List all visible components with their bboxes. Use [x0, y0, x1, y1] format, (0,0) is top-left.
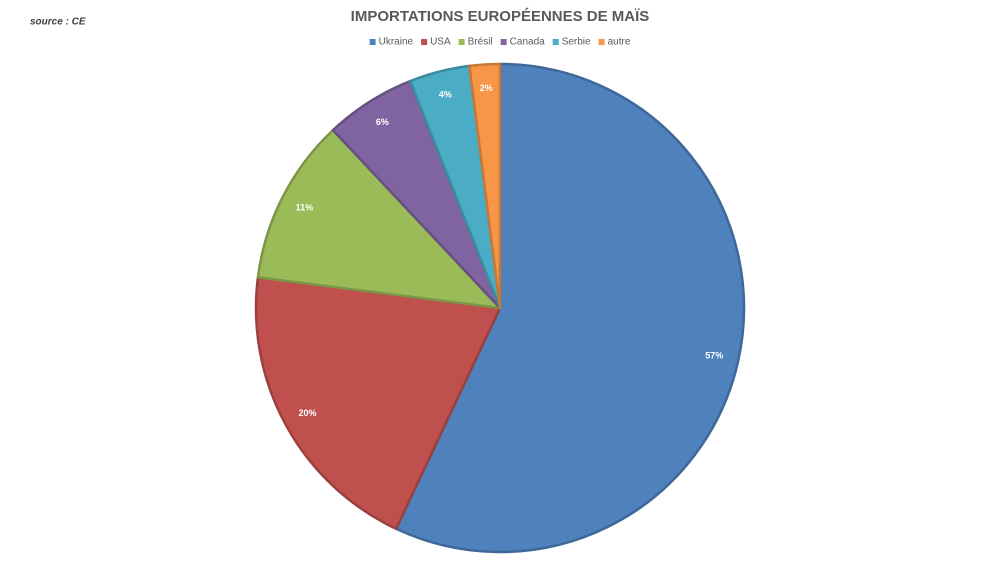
- legend-swatch: [598, 39, 605, 45]
- pie-slice: [394, 62, 746, 554]
- chart-title: IMPORTATIONS EUROPÉENNES DE MAÏS: [351, 8, 650, 25]
- legend-label: Serbie: [562, 37, 591, 48]
- data-label: 6%: [376, 117, 389, 127]
- source-note: source : CE: [30, 17, 86, 28]
- legend-label: Canada: [510, 37, 545, 48]
- legend-swatch: [552, 39, 559, 45]
- legend: Ukraine USA Brésil Canada Serbie autre: [369, 37, 631, 48]
- data-label: 11%: [296, 203, 314, 213]
- legend-label: USA: [430, 37, 451, 48]
- pie: 57% 20% 11% 6% 4% 2%: [254, 62, 746, 554]
- legend-label: Brésil: [468, 37, 493, 48]
- legend-label: Ukraine: [379, 37, 414, 48]
- data-label: 20%: [299, 408, 317, 418]
- data-label: 2%: [480, 83, 493, 93]
- data-label: 4%: [439, 90, 452, 100]
- pie-slice: [254, 276, 502, 531]
- legend-swatch: [369, 39, 376, 45]
- pie-slice: [256, 128, 502, 310]
- pie-slice: [468, 62, 502, 310]
- data-label: 57%: [705, 350, 723, 360]
- legend-swatch: [458, 39, 465, 45]
- legend-label: autre: [608, 37, 631, 48]
- legend-swatch: [500, 39, 507, 45]
- legend-swatch: [421, 39, 428, 45]
